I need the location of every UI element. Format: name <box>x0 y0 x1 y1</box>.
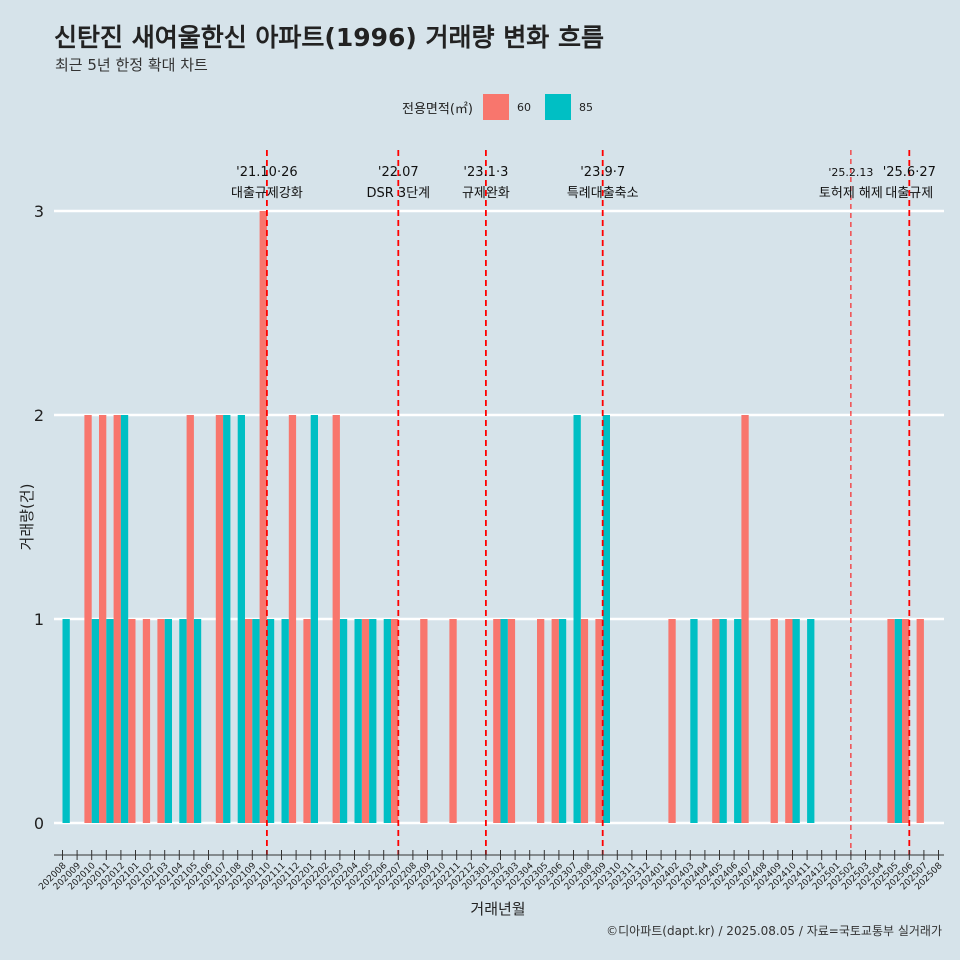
bars <box>62 211 924 823</box>
chart-title: 신탄진 새여울한신 아파트(1996) 거래량 변화 흐름 <box>54 23 604 52</box>
bar-60-202305 <box>537 619 545 823</box>
bar-60-202011 <box>99 415 107 823</box>
footer-credit: ©디아파트(dapt.kr) / 2025.08.05 / 자료=국토교통부 실… <box>606 924 942 938</box>
bar-85-202109 <box>252 619 260 823</box>
bar-60-202103 <box>157 619 165 823</box>
bar-60-202505 <box>887 619 895 823</box>
axes: 0123202008202009202010202011202012202101… <box>34 202 945 892</box>
bar-85-202403 <box>690 619 698 823</box>
chart-subtitle: 최근 5년 한정 확대 차트 <box>55 56 208 74</box>
y-axis-label: 거래량(건) <box>18 484 36 551</box>
legend-swatch-60 <box>482 94 509 120</box>
event-date-label: '22.07 <box>378 165 419 180</box>
bar-85-202105 <box>193 619 202 823</box>
bar-60-202110 <box>259 211 267 823</box>
bar-60-202506 <box>902 619 910 823</box>
bar-85-202206 <box>383 619 391 823</box>
bar-85-202203 <box>339 619 348 823</box>
event-label: 대출규제 <box>885 186 933 201</box>
event-date-label: '21.10·26 <box>236 165 297 180</box>
legend-label-85: 85 <box>578 100 593 114</box>
bar-60-202405 <box>712 619 720 823</box>
bar-85-202405 <box>719 619 727 823</box>
bar-85-202011 <box>106 619 114 823</box>
event-label: 규제완화 <box>462 186 510 201</box>
bar-85-202406 <box>734 619 742 823</box>
bar-60-202203 <box>332 415 340 823</box>
bar-85-202411 <box>807 619 815 823</box>
bar-60-202306 <box>551 619 559 823</box>
bar-85-202307 <box>573 415 581 823</box>
bar-60-202102 <box>142 619 151 823</box>
bar-60-202209 <box>420 619 428 823</box>
bar-85-202306 <box>558 619 567 823</box>
bar-60-202010 <box>84 415 92 823</box>
bar-85-202204 <box>354 619 362 823</box>
bar-85-202505 <box>894 619 902 823</box>
bar-60-202207 <box>391 619 399 823</box>
bar-85-202201 <box>310 415 318 823</box>
legend-label-60: 60 <box>516 100 531 114</box>
event-label: 토허제 해제 <box>819 186 883 201</box>
y-tick-label: 3 <box>34 202 44 221</box>
bar-85-202107 <box>223 415 231 823</box>
bar-85-202111 <box>281 619 289 823</box>
bar-60-202308 <box>580 619 589 823</box>
legend-swatch-85 <box>544 94 571 120</box>
event-date-label: '23.9·7 <box>580 165 625 180</box>
y-tick-label: 1 <box>34 610 44 629</box>
bar-85-202110 <box>266 619 275 823</box>
event-date-label: '25.6·27 <box>883 165 936 180</box>
x-axis-label: 거래년월 <box>470 900 525 918</box>
event-label: DSR 3단계 <box>366 186 430 201</box>
bar-85-202008 <box>62 619 70 823</box>
bar-60-202201 <box>303 619 311 823</box>
bar-85-202104 <box>179 619 187 823</box>
bar-60-202107 <box>215 415 224 823</box>
bar-60-202410 <box>785 619 793 823</box>
bar-60-202407 <box>741 415 749 823</box>
legend: 전용면적(㎡) 60 85 <box>402 94 607 120</box>
bar-60-202211 <box>449 619 457 823</box>
bar-85-202205 <box>369 619 377 823</box>
bar-85-202010 <box>91 619 99 823</box>
bar-60-202112 <box>288 415 297 823</box>
bar-85-202108 <box>237 415 245 823</box>
bar-85-202012 <box>120 415 129 823</box>
event-lines: '21.10·26 대출규제강화 '22.07 DSR 3단계 '23.1·3 규제완화 '… <box>231 150 936 855</box>
bar-85-202103 <box>164 619 172 823</box>
bar-60-202303 <box>507 619 516 823</box>
bar-60-202012 <box>113 415 121 823</box>
bar-60-202302 <box>493 619 501 823</box>
bar-60-202101 <box>128 619 136 823</box>
bar-85-202302 <box>500 619 508 823</box>
y-tick-label: 2 <box>34 406 44 425</box>
event-date-label: '25.2.13 <box>828 166 873 179</box>
event-date-label: '23.1·3 <box>463 165 508 180</box>
bar-60-202402 <box>668 619 676 823</box>
bar-60-202409 <box>770 619 778 823</box>
bar-60-202105 <box>186 415 194 823</box>
bar-60-202205 <box>361 619 370 823</box>
bar-85-202309 <box>602 415 610 823</box>
bar-60-202309 <box>595 619 603 823</box>
legend-title: 전용면적(㎡) <box>402 101 473 117</box>
y-tick-label: 0 <box>34 814 44 833</box>
event-label: 특례대출축소 <box>567 186 639 201</box>
bar-60-202109 <box>245 619 253 823</box>
event-label: 대출규제강화 <box>231 186 303 201</box>
bar-85-202410 <box>792 619 800 823</box>
bar-60-202507 <box>916 619 924 823</box>
